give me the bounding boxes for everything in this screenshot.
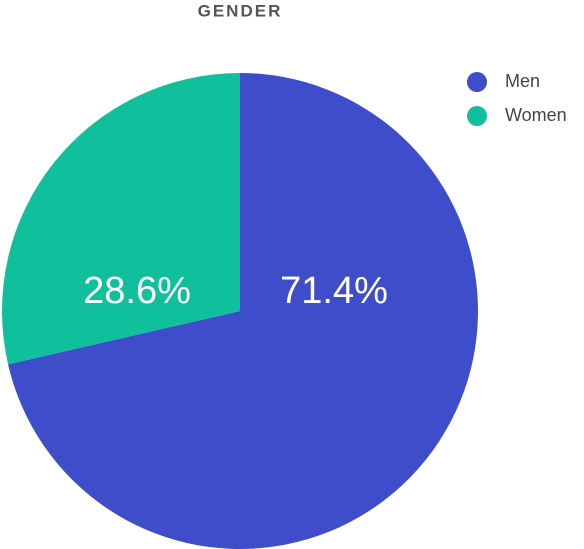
legend-swatch (467, 106, 487, 126)
legend-swatch (467, 72, 487, 92)
pie-slice (8, 73, 479, 549)
value-label: 71.4% (280, 270, 388, 312)
legend-label: Men (505, 71, 540, 91)
pie-slice (1, 73, 241, 365)
legend-label: Women (505, 105, 567, 125)
value-label: 28.6% (83, 270, 191, 312)
chart-title: GENDER (198, 1, 283, 20)
